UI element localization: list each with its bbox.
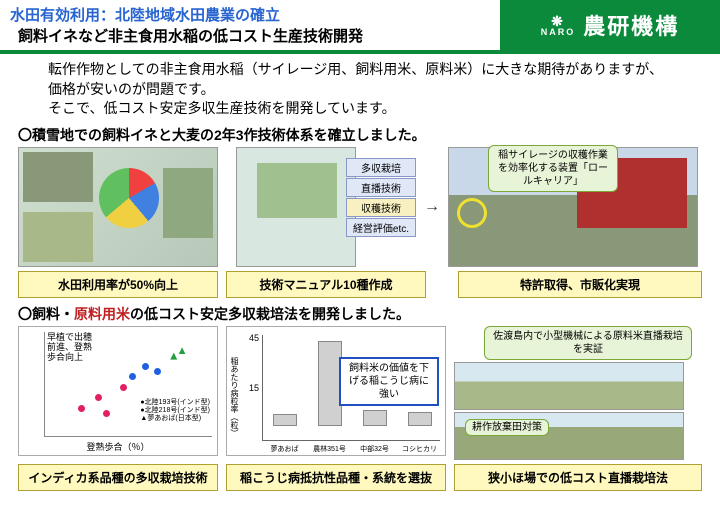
field-photo2: 耕作放棄田対策 bbox=[454, 412, 684, 460]
field-photo1 bbox=[454, 362, 684, 410]
yellow-label: 稲こうじ病抵抗性品種・系統を選抜 bbox=[226, 464, 446, 491]
org-banner: ❋NARO 農研機構 bbox=[500, 0, 720, 50]
x-axis-label: 登熟歩合（％） bbox=[19, 440, 217, 453]
mini-label: 経営評価etc. bbox=[346, 218, 416, 237]
yellow-label: 技術マニュアル10種作成 bbox=[226, 271, 426, 298]
yellow-label: インディカ系品種の多収栽培技術 bbox=[18, 464, 218, 491]
section1-labels: 水田利用率が50%向上 技術マニュアル10種作成 特許取得、市販化実現 bbox=[18, 271, 702, 298]
scatter-chart: 早植で出穂 前進、登熟 歩合向上 ●北陸193号(インド型) ●北陸218号(イ… bbox=[18, 326, 218, 456]
header-left: 水田有効利用：北陸地域水田農業の確立 飼料イネなど非主食用水稲の低コスト生産技術… bbox=[0, 0, 500, 50]
intro-text: 転作作物としての非主食用水稲（サイレージ用、飼料用米、原料米）に大きな期待があり… bbox=[48, 60, 672, 119]
arrow-icon: → bbox=[424, 198, 440, 216]
intro-line2: そこで、低コスト安定多収生産技術を開発しています。 bbox=[48, 99, 672, 119]
manual-image bbox=[236, 147, 356, 267]
mini-label: 収穫技術 bbox=[346, 198, 416, 217]
yellow-label: 水田利用率が50%向上 bbox=[18, 271, 218, 298]
naro-logo-icon: ❋NARO bbox=[541, 14, 576, 37]
content: 転作作物としての非主食用水稲（サイレージ用、飼料用米、原料米）に大きな期待があり… bbox=[0, 54, 720, 501]
section2-heading: 〇飼料・原料用米の低コスト安定多収栽培法を開発しました。 bbox=[18, 304, 702, 324]
section1-heading: 〇積雪地での飼料イネと大麦の2年3作技術体系を確立しました。 bbox=[18, 125, 702, 145]
section2-labels: インディカ系品種の多収栽培技術 稲こうじ病抵抗性品種・系統を選抜 狭小ほ場での低… bbox=[18, 464, 702, 491]
scatter-legend: ●北陸193号(インド型) ●北陸218号(インド型) ▲夢あおば(日本型) bbox=[139, 398, 211, 425]
y-axis-label: 稲あたり病粒率（粒） bbox=[229, 357, 240, 437]
mini-label: 直播技術 bbox=[346, 178, 416, 197]
org-name: 農研機構 bbox=[583, 9, 679, 41]
section1-row: 多収栽培 直播技術 収穫技術 経営評価etc. → 稲サイレージの収穫作業を効率… bbox=[18, 147, 702, 267]
mini-label: 多収栽培 bbox=[346, 158, 416, 177]
title-main: 水田有効利用：北陸地域水田農業の確立 bbox=[10, 4, 490, 25]
bar-callout: 飼料米の価値を下げる稲こうじ病に強い bbox=[339, 357, 439, 406]
cycle-diagram bbox=[18, 147, 218, 267]
intro-line1: 転作作物としての非主食用水稲（サイレージ用、飼料用米、原料米）に大きな期待があり… bbox=[48, 60, 672, 99]
header: 水田有効利用：北陸地域水田農業の確立 飼料イネなど非主食用水稲の低コスト生産技術… bbox=[0, 0, 720, 50]
abandoned-callout: 耕作放棄田対策 bbox=[465, 419, 549, 436]
yellow-label: 特許取得、市販化実現 bbox=[458, 271, 702, 298]
section2-row: 早植で出穂 前進、登熟 歩合向上 ●北陸193号(インド型) ●北陸218号(イ… bbox=[18, 326, 702, 460]
rollcarrier-callout: 稲サイレージの収穫作業を効率化する装置「ロールキャリア」 bbox=[488, 145, 618, 192]
bar-chart: 稲あたり病粒率（粒） 45 15 夢あおば 農林351号 中部32号 コシヒカリ… bbox=[226, 326, 446, 456]
sado-callout: 佐渡島内で小型機械による原料米直播栽培を実証 bbox=[484, 326, 692, 360]
subtitle: 飼料イネなど非主食用水稲の低コスト生産技術開発 bbox=[18, 25, 490, 46]
yellow-label: 狭小ほ場での低コスト直播栽培法 bbox=[454, 464, 702, 491]
